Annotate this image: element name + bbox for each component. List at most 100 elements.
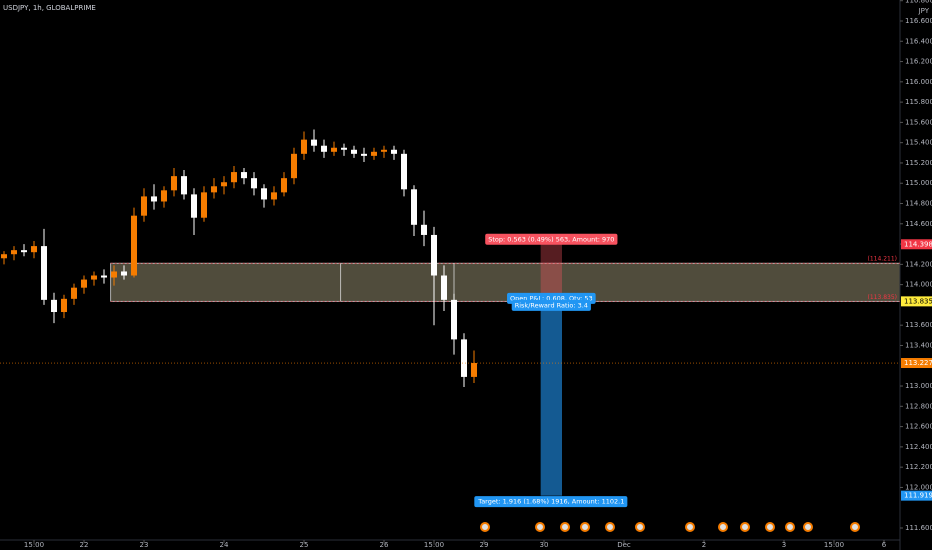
candle-body (21, 250, 27, 253)
price-label-box (901, 296, 932, 307)
y-tick-label: 115.200 (905, 159, 932, 167)
candle-body (201, 192, 207, 218)
candle-body (371, 151, 377, 156)
x-tick-label: 29 (480, 541, 489, 549)
x-tick-label: 15:00 (824, 541, 844, 549)
stop-label-box (485, 233, 618, 245)
candle-body (331, 147, 337, 152)
y-tick-label: 112.800 (905, 402, 932, 410)
price-label: 113.835 (904, 297, 932, 305)
candle-body (301, 139, 307, 154)
y-tick-label: 114.000 (905, 281, 932, 289)
price-label: 111.919 (904, 492, 932, 500)
candle-body (0, 254, 7, 259)
candle-body (441, 275, 447, 300)
candle-body (31, 246, 37, 253)
candle-body (211, 186, 217, 193)
event-icon (785, 522, 795, 532)
candle-body (421, 224, 427, 235)
candle-body (61, 298, 67, 313)
y-tick-label: 116.000 (905, 78, 932, 86)
y-tick-label: 115.600 (905, 118, 932, 126)
y-tick-label: 113.000 (905, 382, 932, 390)
candle-body (81, 279, 87, 288)
candle-body (151, 196, 157, 202)
price-label-box (901, 239, 932, 250)
candle-body (71, 287, 77, 299)
event-icon (535, 522, 545, 532)
x-tick-label: 15:00 (24, 541, 44, 549)
candle-body (111, 271, 117, 278)
pnl-label: Open P&L: 0.608, Qty: 53 (510, 294, 593, 302)
x-tick-label: 24 (220, 541, 229, 549)
candle-body (471, 363, 477, 377)
event-icon (765, 522, 775, 532)
candle-body (451, 299, 457, 340)
event-icon (718, 522, 728, 532)
stop-label: Stop: 0.563 (0.49%) 563, Amount: 970 (488, 235, 614, 243)
candle-body (431, 234, 437, 276)
event-icon (740, 522, 750, 532)
y-tick-label: 115.800 (905, 98, 932, 106)
event-icon (803, 522, 813, 532)
candle-body (351, 149, 357, 154)
event-icon (685, 522, 695, 532)
y-tick-label: 111.600 (905, 524, 932, 532)
candle-body (131, 215, 137, 276)
event-icon (560, 522, 570, 532)
candle-body (261, 188, 267, 200)
candle-body (321, 145, 327, 152)
candle-body (191, 194, 197, 218)
x-tick-label: 15:00 (424, 541, 444, 549)
x-tick-label: 2 (702, 541, 706, 549)
y-tick-label: 116.800 (905, 0, 932, 5)
rr-label: Risk/Reward Ratio: 3.4 (515, 301, 588, 309)
candle-body (281, 178, 287, 193)
y-tick-label: 112.000 (905, 483, 932, 491)
y-tick-label: 114.600 (905, 220, 932, 228)
y-tick-label: 112.400 (905, 443, 932, 451)
candle-body (361, 153, 367, 156)
rr-label-box (511, 299, 591, 311)
candle-body (51, 299, 57, 313)
candle-body (91, 275, 97, 280)
candle-body (171, 176, 177, 191)
y-tick-label: 115.400 (905, 139, 932, 147)
candle-body (411, 189, 417, 225)
candle-body (401, 153, 407, 190)
event-icon (580, 522, 590, 532)
target-label-box (474, 496, 628, 508)
x-tick-label: 26 (380, 541, 389, 549)
candle-body (291, 153, 297, 179)
target-zone (540, 301, 562, 496)
price-label: 113.227 (904, 359, 932, 367)
y-tick-label: 116.400 (905, 37, 932, 45)
candle-body (121, 271, 127, 276)
candle-body (381, 149, 387, 152)
event-icons (480, 522, 860, 532)
y-tick-label: 113.400 (905, 341, 932, 349)
x-tick-label: 30 (540, 541, 549, 549)
candle-body (241, 172, 247, 179)
zone-level-label: (113.835) (868, 294, 898, 301)
candle-body (11, 250, 17, 255)
y-tick-label: 116.600 (905, 17, 932, 25)
candle-body (41, 246, 47, 300)
target-label: Target: 1.916 (1.68%) 1916, Amount: 1102… (477, 498, 624, 506)
event-icon (605, 522, 615, 532)
candle-body (271, 192, 277, 200)
candle-body (231, 172, 237, 183)
y-tick-label: 114.800 (905, 200, 932, 208)
candle-body (461, 339, 467, 377)
chart-title: USDJPY, 1h, GLOBALPRIME (3, 4, 96, 12)
candle-body (341, 147, 347, 150)
x-tick-label: 25 (300, 541, 309, 549)
price-label: 114.398 (904, 240, 932, 248)
candle-body (101, 275, 107, 278)
event-icon (850, 522, 860, 532)
event-icon (480, 522, 490, 532)
price-label-box (901, 490, 932, 501)
price-label-box (901, 358, 932, 369)
x-tick-label: Dec (617, 541, 631, 549)
